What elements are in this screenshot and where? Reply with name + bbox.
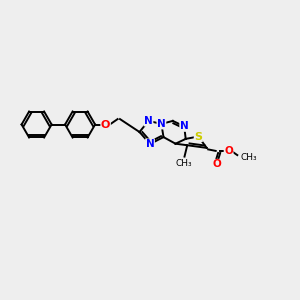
Text: N: N	[144, 116, 153, 126]
Text: N: N	[180, 121, 189, 131]
Text: CH₃: CH₃	[241, 153, 257, 162]
Text: S: S	[194, 131, 202, 142]
Text: O: O	[101, 119, 110, 130]
Text: N: N	[146, 139, 154, 149]
Text: N: N	[157, 119, 166, 129]
Text: O: O	[224, 146, 233, 156]
Text: O: O	[212, 159, 221, 170]
Text: CH₃: CH₃	[176, 159, 193, 168]
